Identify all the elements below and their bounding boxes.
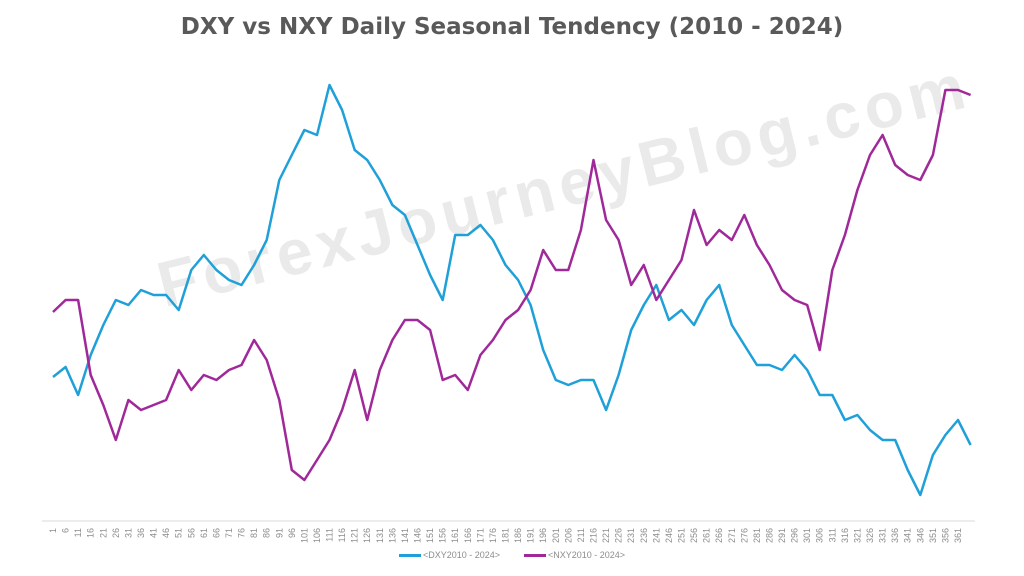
x-tick-label: 166 xyxy=(463,528,473,543)
x-tick-label: 226 xyxy=(614,528,624,543)
x-tick-label: 106 xyxy=(312,528,322,543)
x-tick-label: 356 xyxy=(940,528,950,543)
series-lines xyxy=(52,83,972,497)
x-tick-label: 6 xyxy=(61,528,71,533)
x-tick-label: 61 xyxy=(199,528,209,538)
chart-title: DXY vs NXY Daily Seasonal Tendency (2010… xyxy=(180,14,844,40)
x-tick-label: 301 xyxy=(802,528,812,543)
x-tick-label: 201 xyxy=(551,528,561,543)
legend-item-dxy: <DXY2010 - 2024> xyxy=(398,550,500,560)
x-tick-label: 11 xyxy=(73,528,83,537)
x-tick-label: 141 xyxy=(400,528,410,543)
x-tick-label: 56 xyxy=(186,528,196,538)
x-tick-label: 21 xyxy=(98,528,108,538)
legend-swatch-nxy xyxy=(524,553,546,557)
x-tick-label: 51 xyxy=(174,528,184,538)
x-tick-label: 41 xyxy=(149,528,159,538)
x-tick-label: 236 xyxy=(639,528,649,543)
x-tick-label: 191 xyxy=(526,528,536,543)
x-tick-label: 146 xyxy=(413,528,423,543)
x-tick-label: 276 xyxy=(739,528,749,543)
x-tick-label: 76 xyxy=(237,528,247,538)
x-tick-label: 326 xyxy=(865,528,875,543)
x-tick-label: 316 xyxy=(840,528,850,543)
x-tick-label: 306 xyxy=(815,528,825,543)
x-tick-label: 131 xyxy=(375,528,385,543)
x-tick-label: 216 xyxy=(588,528,598,543)
x-tick-label: 291 xyxy=(777,528,787,543)
x-tick-label: 126 xyxy=(362,528,372,543)
x-tick-label: 206 xyxy=(563,528,573,543)
legend-label-nxy: <NXY2010 - 2024> xyxy=(548,550,626,560)
x-tick-label: 286 xyxy=(764,528,774,543)
x-tick-label: 181 xyxy=(501,528,511,543)
x-tick-label: 171 xyxy=(475,528,485,543)
x-tick-label: 241 xyxy=(651,528,661,543)
x-tick-label: 46 xyxy=(161,528,171,538)
legend-label-dxy: <DXY2010 - 2024> xyxy=(422,550,500,560)
x-tick-label: 91 xyxy=(274,528,284,538)
x-tick-label: 266 xyxy=(714,528,724,543)
x-tick-label: 256 xyxy=(689,528,699,543)
x-axis-ticks: 1 6 11 16 21 26 31 36 41 46 51 56 61 66 71 76 81 86 91 96 10… xyxy=(48,528,963,543)
x-tick-label: 1 xyxy=(48,528,58,533)
x-tick-label: 66 xyxy=(211,528,221,538)
x-tick-label: 336 xyxy=(890,528,900,543)
x-tick-label: 196 xyxy=(538,528,548,543)
x-tick-label: 36 xyxy=(136,528,146,538)
x-tick-label: 281 xyxy=(752,528,762,543)
x-tick-label: 331 xyxy=(878,528,888,543)
x-tick-label: 151 xyxy=(425,528,435,543)
legend: <DXY2010 - 2024> <NXY2010 - 2024> xyxy=(0,550,1024,560)
x-tick-label: 16 xyxy=(86,528,96,538)
x-tick-label: 96 xyxy=(287,528,297,538)
legend-swatch-dxy xyxy=(398,553,421,557)
x-tick-label: 231 xyxy=(626,528,636,543)
x-tick-label: 116 xyxy=(337,528,347,542)
x-tick-label: 251 xyxy=(676,528,686,543)
x-tick-label: 81 xyxy=(249,528,259,538)
x-tick-label: 211 xyxy=(576,528,586,542)
series-line-nxy xyxy=(52,88,972,482)
x-tick-label: 86 xyxy=(262,528,272,538)
x-tick-label: 346 xyxy=(915,528,925,543)
x-tick-label: 271 xyxy=(727,528,737,543)
x-tick-label: 71 xyxy=(224,528,234,538)
x-tick-label: 26 xyxy=(111,528,121,538)
series-line-dxy xyxy=(52,83,972,497)
x-tick-label: 261 xyxy=(702,528,712,543)
x-tick-label: 246 xyxy=(664,528,674,543)
legend-item-nxy: <NXY2010 - 2024> xyxy=(524,550,625,560)
x-tick-label: 341 xyxy=(903,528,913,543)
x-tick-label: 136 xyxy=(387,528,397,543)
x-tick-label: 296 xyxy=(790,528,800,543)
x-tick-label: 321 xyxy=(852,528,862,543)
x-tick-label: 121 xyxy=(350,528,360,543)
x-tick-label: 351 xyxy=(928,528,938,543)
x-tick-label: 311 xyxy=(827,528,837,542)
x-tick-label: 221 xyxy=(601,528,611,543)
x-tick-label: 361 xyxy=(953,528,963,543)
x-tick-label: 186 xyxy=(513,528,523,543)
x-tick-label: 176 xyxy=(488,528,498,543)
x-tick-label: 161 xyxy=(450,528,460,543)
x-tick-label: 156 xyxy=(438,528,448,543)
x-tick-label: 111 xyxy=(325,528,335,542)
x-tick-label: 101 xyxy=(299,528,309,543)
x-tick-label: 31 xyxy=(123,528,133,538)
